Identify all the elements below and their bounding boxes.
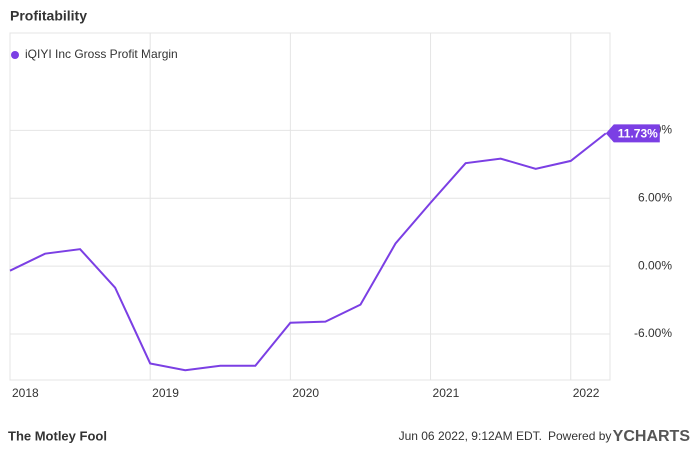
legend-label: iQIYI Inc Gross Profit Margin — [25, 47, 178, 61]
x-tick-label: 2022 — [573, 386, 600, 400]
x-tick-label: 2021 — [433, 386, 460, 400]
provider: YCHARTS — [613, 428, 691, 445]
y-tick-label: 6.00% — [638, 190, 672, 204]
plot-frame — [9, 32, 611, 381]
powered-by: Powered by — [548, 429, 611, 443]
brand: The Motley Fool — [8, 428, 107, 443]
chart-title: Profitability — [10, 8, 87, 24]
legend-swatch — [11, 51, 19, 59]
x-tick-label: 2018 — [12, 386, 39, 400]
line — [9, 132, 607, 372]
y-tick-label: -6.00% — [634, 326, 672, 340]
value-flag — [605, 124, 660, 143]
x-tick-label: 2019 — [152, 386, 179, 400]
y-tick-label: 0.00% — [638, 258, 672, 272]
x-tick-label: 2020 — [292, 386, 319, 400]
value-label: 11.73% — [618, 127, 658, 141]
timestamp: Jun 06 2022, 9:12AM EDT. — [399, 429, 542, 443]
